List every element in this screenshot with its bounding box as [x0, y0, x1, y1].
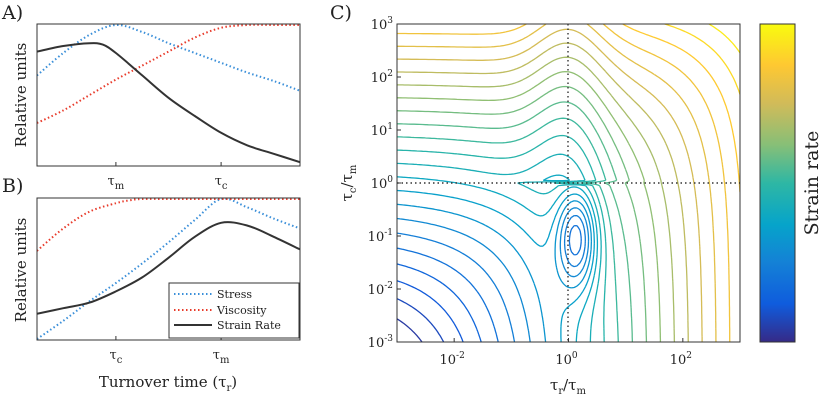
- panel-c-ylabel-sub: c: [348, 187, 359, 193]
- panel-c-xlabel-tau: τ: [550, 376, 558, 394]
- contour-level-18: [397, 42, 689, 342]
- contour-level-12: [397, 134, 607, 342]
- panel-c-xtick-label-0: 10-2: [440, 351, 465, 368]
- panel-b-xlabel-close: ): [231, 373, 237, 391]
- panel-b: B) Relative units τc τm Turnover time (τr…: [2, 175, 301, 394]
- panel-b-xlabel-main: Turnover time (τ: [99, 373, 227, 391]
- panel-a-ylabel: Relative units: [12, 43, 30, 148]
- panel-b-series-strain-rate: [37, 221, 300, 315]
- legend: Stress Viscosity Strain Rate: [168, 282, 300, 339]
- contour-level-11: [397, 153, 602, 342]
- panel-c-contours: [397, 24, 740, 342]
- panel-c-ylabel: τc/τm: [338, 164, 359, 201]
- panel-b-letter: B): [2, 175, 23, 197]
- panel-a-series-viscosity: [37, 24, 300, 124]
- panel-a-series-stress: [37, 24, 300, 92]
- panel-a-series-strain-rate: [37, 42, 300, 164]
- panel-c-xtick-label-2: 102: [670, 351, 692, 368]
- panel-a-xticks: τm τc: [108, 162, 228, 192]
- contour-level-17: [397, 56, 676, 342]
- panel-b-frame: [36, 197, 301, 341]
- panel-a-frame: [36, 23, 301, 167]
- panel-c-ylabel-slash: /τ: [338, 174, 356, 187]
- colorbar-label: Strain rate: [801, 131, 823, 236]
- contour-level-2: [397, 298, 445, 342]
- contour-level-7: [397, 207, 590, 342]
- contour-level-13: [397, 117, 619, 342]
- contour-level-16: [397, 70, 662, 342]
- panel-b-tick-label-0: τc: [109, 348, 122, 366]
- panel-a-tick-label-0: τm: [108, 174, 125, 192]
- contour-level-15: [397, 85, 648, 342]
- contour-level-19: [397, 28, 703, 342]
- contour-level-23: [664, 24, 740, 95]
- panel-b-ylabel: Relative units: [12, 218, 30, 323]
- panel-a-letter: A): [1, 2, 23, 24]
- contour-level-4: [397, 263, 482, 342]
- contour-level-3: [397, 280, 464, 342]
- panel-c-ytick-label-1: 10-2: [368, 281, 393, 298]
- panel-c-xlabel-sub2: m: [576, 386, 586, 397]
- panel-b-series-stress: [37, 198, 300, 340]
- panel-c-ytick-label-2: 10-1: [368, 228, 393, 245]
- panel-c-ytick-label-6: 103: [371, 16, 394, 33]
- contour-level-24: [708, 24, 740, 54]
- panel-b-series-viscosity: [37, 198, 300, 252]
- panel-c-ylabel-tau: τ: [338, 193, 356, 201]
- colorbar: [759, 23, 796, 343]
- panel-a: A) Relative units τm τc: [1, 2, 301, 192]
- panel-c-ytick-label-5: 102: [371, 69, 393, 86]
- panel-c-ytick-label-0: 10-3: [368, 334, 394, 351]
- panel-c-ylabel-sub2: m: [348, 164, 359, 174]
- panel-b-xlabel: Turnover time (τr): [99, 373, 237, 394]
- contour-level-6: [397, 214, 586, 342]
- legend-stress-label: Stress: [217, 288, 252, 301]
- panel-c-xlabel-sub: r: [558, 386, 563, 397]
- contour-level-21: [397, 24, 731, 342]
- panel-c-xlabel-slash: /τ: [563, 376, 576, 394]
- panel-c-ytick-label-3: 100: [371, 175, 394, 192]
- legend-viscosity-label: Viscosity: [216, 304, 267, 317]
- panel-c-xlabel: τr/τm: [550, 376, 586, 397]
- panel-c-letter: C): [330, 2, 352, 24]
- panel-a-tick-label-1: τc: [215, 174, 228, 192]
- contour-level-8: [397, 200, 593, 342]
- panel-c-xtick-label-1: 100: [555, 351, 578, 368]
- contour-level-1: [397, 318, 423, 342]
- legend-strain-rate-label: Strain Rate: [217, 319, 281, 332]
- panel-b-xlabel-sub: r: [227, 383, 232, 394]
- panel-c-ticks: 10-3 10-2 10-1 100 101 102 103 10-2 100 102: [368, 16, 692, 368]
- panel-a-series: [37, 24, 300, 164]
- panel-b-tick-label-1: τm: [213, 348, 230, 366]
- contour-level-10: [397, 174, 599, 342]
- panel-c-ytick-label-4: 101: [371, 122, 393, 139]
- panel-b-series: [37, 198, 300, 340]
- contour-level-14: [397, 101, 634, 342]
- contour-level-20: [397, 24, 717, 342]
- contour-level-5: [397, 224, 582, 342]
- contour-level-9: [397, 189, 595, 342]
